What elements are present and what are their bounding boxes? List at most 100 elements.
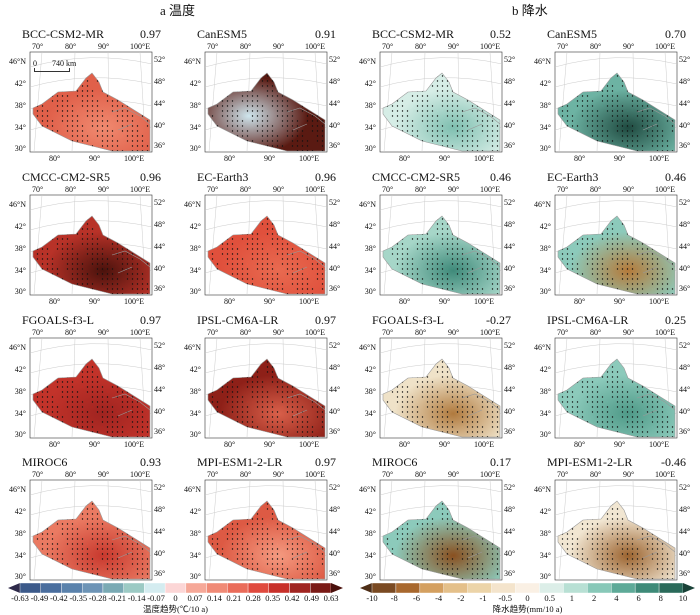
- colorbar-tick-label: 0.63: [323, 593, 339, 603]
- lat-label-right: 40°: [154, 549, 166, 558]
- lat-label-right: 44°: [329, 242, 341, 251]
- colorbar-swatch: [443, 583, 468, 593]
- colorbar-tick-label: 10: [678, 593, 688, 603]
- lat-label-left: 30°: [539, 287, 551, 296]
- lon-label-top: 100°E: [655, 42, 676, 51]
- colorbar-swatch: [123, 583, 145, 593]
- lon-label-top: 100°E: [480, 470, 501, 479]
- lat-label-left: 30°: [14, 144, 26, 153]
- map-panel: EC-Earth3 0.46 70° 80° 90° 100°E 46°N 42° 38° 34°…: [525, 155, 700, 306]
- lat-label-left: 34°: [539, 409, 551, 418]
- correlation-value: 0.96: [315, 170, 336, 184]
- lat-label-left: 46°N: [9, 343, 26, 352]
- lat-label-left: 46°N: [359, 485, 376, 494]
- colorbar-tick-label: 0.21: [226, 593, 242, 603]
- lat-label-right: 44°: [329, 527, 341, 536]
- lat-label-left: 46°N: [184, 200, 201, 209]
- lon-label-top: 70°: [382, 42, 394, 51]
- correlation-value: 0.93: [140, 455, 161, 469]
- lon-label-bottom: 90°: [264, 297, 276, 306]
- lon-label-top: 70°: [32, 185, 44, 194]
- colorbar-tick-label: -4: [435, 593, 443, 603]
- lon-label-bottom: 80°: [574, 297, 586, 306]
- lat-label-right: 44°: [154, 385, 166, 394]
- lon-label-top: 70°: [557, 328, 569, 337]
- lat-label-left: 38°: [14, 529, 26, 538]
- lon-label-bottom: 90°: [614, 154, 626, 163]
- lat-label-left: 30°: [364, 287, 376, 296]
- correlation-value: 0.96: [140, 170, 161, 184]
- model-name: MIROC6: [22, 455, 68, 469]
- map-panel: CMCC-CM2-SR5 0.46 70° 80° 90° 100°E 46°N 42° 38°…: [350, 155, 525, 306]
- lat-label-left: 38°: [539, 244, 551, 253]
- lat-label-left: 38°: [364, 529, 376, 538]
- lon-label-top: 100°E: [130, 328, 151, 337]
- lon-label-bottom: 90°: [89, 297, 101, 306]
- map-panel: CMCC-CM2-SR5 0.96 70° 80° 90° 100°E 46°N 42° 38°…: [0, 155, 175, 306]
- lat-label-right: 52°: [504, 198, 516, 207]
- lat-label-left: 42°: [14, 79, 26, 88]
- lon-label-top: 100°E: [305, 328, 326, 337]
- lat-label-left: 30°: [189, 144, 201, 153]
- lat-label-right: 52°: [679, 483, 691, 492]
- lat-label-right: 44°: [329, 99, 341, 108]
- scale-bar: [34, 68, 70, 72]
- lat-label-right: 36°: [329, 284, 341, 293]
- lon-label-top: 100°E: [655, 470, 676, 479]
- colorbar-swatch: [268, 583, 290, 593]
- lon-label-bottom: 80°: [224, 154, 236, 163]
- lat-label-right: 40°: [154, 121, 166, 130]
- model-name: EC-Earth3: [547, 170, 599, 184]
- lat-label-right: 52°: [679, 341, 691, 350]
- lat-label-left: 34°: [539, 266, 551, 275]
- lat-label-left: 38°: [14, 244, 26, 253]
- lon-label-top: 90°: [98, 185, 110, 194]
- lat-label-right: 52°: [679, 55, 691, 64]
- lat-label-right: 48°: [154, 77, 166, 86]
- lat-label-right: 48°: [504, 220, 516, 229]
- lat-label-right: 44°: [504, 527, 516, 536]
- temperature-colorbar-ticks: -0.63 -0.49 -0.42 -0.35 -0.28 -0.21 -0.14 -0.07…: [8, 593, 343, 605]
- colorbar-swatch: [539, 583, 564, 593]
- colorbar-tick-label: -0.49: [30, 593, 49, 603]
- lon-label-bottom: 90°: [439, 154, 451, 163]
- lon-label-top: 70°: [382, 185, 394, 194]
- lon-label-bottom: 100°E: [299, 440, 320, 449]
- colorbar-tick-label: -0.35: [69, 593, 88, 603]
- lat-label-right: 36°: [329, 141, 341, 150]
- lat-label-left: 34°: [189, 551, 201, 560]
- lon-label-top: 70°: [382, 328, 394, 337]
- colorbar-tick-label: -1: [479, 593, 487, 603]
- lon-label-top: 80°: [415, 470, 427, 479]
- lon-label-bottom: 100°E: [299, 297, 320, 306]
- lat-label-right: 36°: [329, 569, 341, 578]
- model-name: BCC-CSM2-MR: [22, 27, 105, 41]
- lon-label-bottom: 100°E: [474, 440, 495, 449]
- lat-label-right: 52°: [504, 483, 516, 492]
- lat-label-left: 42°: [189, 365, 201, 374]
- model-name: FGOALS-f3-L: [22, 313, 94, 327]
- correlation-value: 0.97: [140, 313, 161, 327]
- lat-label-left: 42°: [189, 79, 201, 88]
- precipitation-colorbar: -10 -8 -6 -4 -2 -1 -0.5 0 0.5 1 2 4 6 8 10 降水趋势(mm/10 …: [360, 583, 695, 614]
- temperature-colorbar-label: 温度趋势(℃/10 a): [143, 604, 208, 614]
- lat-label-right: 36°: [154, 569, 166, 578]
- colorbar-swatch: [587, 583, 612, 593]
- lon-label-bottom: 100°E: [649, 154, 670, 163]
- lon-label-top: 90°: [448, 42, 460, 51]
- lon-label-top: 70°: [382, 470, 394, 479]
- correlation-value: 0.97: [315, 313, 336, 327]
- lon-label-top: 70°: [557, 185, 569, 194]
- lon-label-top: 90°: [98, 42, 110, 51]
- lat-label-left: 34°: [364, 123, 376, 132]
- lat-label-right: 52°: [154, 55, 166, 64]
- lon-label-top: 70°: [207, 328, 219, 337]
- lat-label-left: 38°: [14, 387, 26, 396]
- lat-label-right: 40°: [329, 549, 341, 558]
- lon-label-top: 100°E: [130, 185, 151, 194]
- map-panel: FGOALS-f3-L 0.97 70° 80° 90° 100°E 46°N 42° 38° 3…: [0, 298, 175, 449]
- lat-label-right: 48°: [504, 505, 516, 514]
- lat-label-left: 46°N: [359, 343, 376, 352]
- colorbar-swatch: [395, 583, 421, 593]
- correlation-value: -0.27: [486, 313, 511, 327]
